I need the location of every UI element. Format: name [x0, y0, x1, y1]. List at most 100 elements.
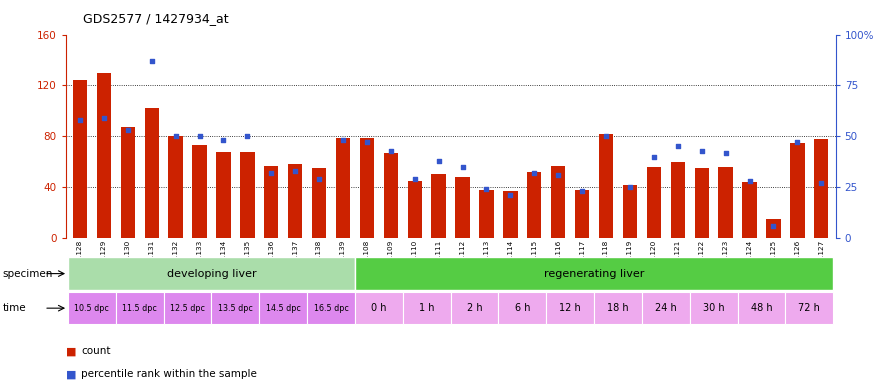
Point [264, 170, 278, 176]
Point [695, 147, 709, 154]
Bar [216, 152, 231, 238]
Bar [360, 137, 374, 238]
Point [528, 170, 542, 176]
Bar [766, 219, 780, 238]
Bar [383, 153, 398, 238]
Bar [575, 190, 590, 238]
Bar [451, 292, 499, 324]
Text: 12.5 dpc: 12.5 dpc [170, 304, 205, 313]
Point [790, 139, 804, 146]
Text: percentile rank within the sample: percentile rank within the sample [81, 369, 257, 379]
Bar [499, 292, 546, 324]
Point [408, 176, 422, 182]
Bar [594, 292, 642, 324]
Text: 16.5 dpc: 16.5 dpc [313, 304, 348, 313]
Text: count: count [81, 346, 111, 356]
Bar [647, 167, 661, 238]
Bar [503, 191, 518, 238]
Text: ■: ■ [66, 346, 76, 356]
Bar [169, 136, 183, 238]
Point [743, 178, 757, 184]
Point [815, 180, 829, 186]
Bar [738, 292, 786, 324]
Bar [97, 73, 111, 238]
Bar [402, 292, 451, 324]
Point [456, 164, 470, 170]
Text: developing liver: developing liver [166, 268, 256, 279]
Text: GDS2577 / 1427934_at: GDS2577 / 1427934_at [83, 12, 228, 25]
Point [216, 137, 230, 144]
Text: 24 h: 24 h [655, 303, 676, 313]
Bar [259, 292, 307, 324]
Bar [408, 181, 422, 238]
Bar [144, 108, 159, 238]
Bar [790, 143, 804, 238]
Point [551, 172, 565, 178]
Text: 72 h: 72 h [798, 303, 820, 313]
Text: 1 h: 1 h [419, 303, 435, 313]
Point [766, 223, 780, 229]
Bar [121, 127, 135, 238]
Bar [786, 292, 833, 324]
Bar [546, 292, 594, 324]
Bar [742, 182, 757, 238]
Text: 6 h: 6 h [514, 303, 530, 313]
Bar [527, 172, 542, 238]
Bar [642, 292, 690, 324]
Bar [480, 190, 494, 238]
Point [360, 139, 374, 146]
Bar [336, 137, 350, 238]
Point [623, 184, 637, 190]
Text: 13.5 dpc: 13.5 dpc [218, 304, 253, 313]
Point [599, 133, 613, 139]
Bar [68, 292, 116, 324]
Text: 10.5 dpc: 10.5 dpc [74, 304, 109, 313]
Point [575, 188, 589, 194]
Point [312, 176, 326, 182]
Point [718, 149, 732, 156]
Point [671, 144, 685, 150]
Bar [695, 168, 709, 238]
Point [384, 147, 398, 154]
Point [144, 58, 158, 64]
Bar [307, 292, 355, 324]
Point [192, 133, 206, 139]
Bar [551, 166, 565, 238]
Bar [355, 292, 402, 324]
Point [169, 133, 183, 139]
Bar [355, 257, 833, 290]
Text: 30 h: 30 h [703, 303, 724, 313]
Text: regenerating liver: regenerating liver [544, 268, 644, 279]
Text: 2 h: 2 h [466, 303, 482, 313]
Bar [68, 257, 355, 290]
Bar [598, 134, 613, 238]
Text: 12 h: 12 h [559, 303, 581, 313]
Bar [455, 177, 470, 238]
Bar [670, 162, 685, 238]
Point [647, 154, 661, 160]
Bar [690, 292, 738, 324]
Point [73, 117, 87, 123]
Bar [192, 145, 206, 238]
Text: 11.5 dpc: 11.5 dpc [123, 304, 158, 313]
Bar [431, 174, 446, 238]
Bar [623, 185, 637, 238]
Bar [312, 168, 326, 238]
Text: 0 h: 0 h [371, 303, 387, 313]
Bar [241, 152, 255, 238]
Bar [814, 139, 829, 238]
Point [241, 133, 255, 139]
Text: 48 h: 48 h [751, 303, 773, 313]
Point [503, 192, 517, 199]
Point [288, 168, 302, 174]
Bar [73, 80, 88, 238]
Point [480, 186, 494, 192]
Point [336, 137, 350, 144]
Text: specimen: specimen [3, 268, 53, 279]
Bar [164, 292, 212, 324]
Bar [718, 167, 732, 238]
Text: 14.5 dpc: 14.5 dpc [266, 304, 301, 313]
Bar [264, 166, 278, 238]
Bar [288, 164, 303, 238]
Point [97, 115, 111, 121]
